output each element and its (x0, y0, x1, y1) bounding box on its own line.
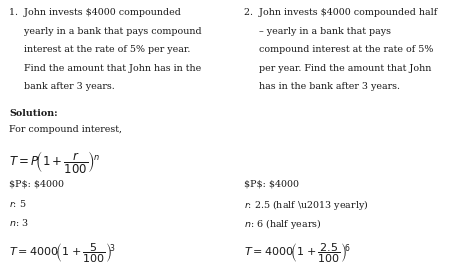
Text: $T = 4000\!\left(1+\dfrac{2.5}{100}\right)^{\!6}$: $T = 4000\!\left(1+\dfrac{2.5}{100}\righ… (244, 241, 351, 265)
Text: 1.  John invests $4000 compounded: 1. John invests $4000 compounded (9, 8, 182, 17)
Text: Find the amount that John has in the: Find the amount that John has in the (9, 64, 202, 73)
Text: For compound interest,: For compound interest, (9, 125, 122, 134)
Text: $n$: 3: $n$: 3 (9, 217, 29, 228)
Text: bank after 3 years.: bank after 3 years. (9, 82, 115, 91)
Text: $r$: 5: $r$: 5 (9, 198, 27, 209)
Text: $n$: 6 (half years): $n$: 6 (half years) (244, 217, 321, 231)
Text: $T = 4000\!\left(1+\dfrac{5}{100}\right)^{\!3}$: $T = 4000\!\left(1+\dfrac{5}{100}\right)… (9, 241, 117, 265)
Text: 2.  John invests $4000 compounded half: 2. John invests $4000 compounded half (244, 8, 438, 17)
Text: interest at the rate of 5% per year.: interest at the rate of 5% per year. (9, 45, 191, 54)
Text: Solution:: Solution: (9, 109, 58, 118)
Text: yearly in a bank that pays compound: yearly in a bank that pays compound (9, 27, 202, 36)
Text: compound interest at the rate of 5%: compound interest at the rate of 5% (244, 45, 434, 54)
Text: $P$: $4000: $P$: $4000 (9, 180, 64, 189)
Text: per year. Find the amount that John: per year. Find the amount that John (244, 64, 431, 73)
Text: $T = P\!\left(1+\dfrac{r}{100}\right)^{\!n}$: $T = P\!\left(1+\dfrac{r}{100}\right)^{\… (9, 149, 100, 175)
Text: – yearly in a bank that pays: – yearly in a bank that pays (244, 27, 391, 36)
Text: $r$: 2.5 (half \u2013 yearly): $r$: 2.5 (half \u2013 yearly) (244, 198, 369, 212)
Text: $P$: $4000: $P$: $4000 (244, 180, 299, 189)
Text: has in the bank after 3 years.: has in the bank after 3 years. (244, 82, 400, 91)
